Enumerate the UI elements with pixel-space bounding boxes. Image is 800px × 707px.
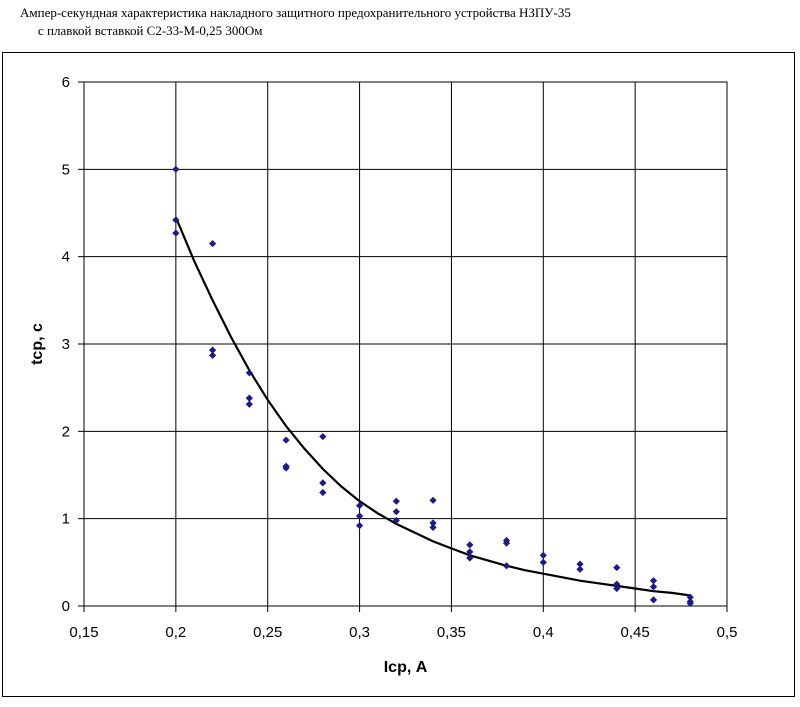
data-points: [172, 165, 694, 607]
data-point: [502, 539, 511, 547]
x-tick-label: 0,4: [533, 624, 554, 641]
y-axis-label: tср, с: [29, 323, 46, 365]
y-tick-label: 3: [62, 336, 70, 353]
x-tick-label: 0,5: [717, 624, 738, 641]
data-point: [282, 436, 290, 444]
data-point: [429, 519, 437, 527]
data-point: [355, 512, 364, 520]
data-point: [245, 394, 253, 402]
data-point: [355, 501, 364, 510]
x-axis-ticks: 0,15 0,2 0,25 0,3 0,35 0,4 0,45 0,5: [69, 606, 737, 641]
grid-lines: [84, 82, 727, 606]
x-tick-label: 0,45: [621, 624, 650, 641]
data-point: [209, 239, 217, 248]
data-point: [245, 369, 253, 377]
data-point: [172, 165, 180, 173]
data-point: [613, 584, 621, 593]
x-tick-label: 0,3: [349, 624, 370, 641]
y-tick-label: 4: [62, 249, 70, 266]
x-tick-label: 0,2: [165, 624, 186, 641]
data-point: [392, 497, 400, 505]
data-point: [245, 400, 253, 408]
data-point: [576, 565, 584, 573]
data-point: [649, 596, 658, 604]
x-axis-label: Iср, А: [384, 659, 428, 676]
data-point: [613, 580, 621, 588]
data-point: [466, 554, 474, 562]
data-point: [172, 229, 180, 237]
data-point: [649, 577, 658, 585]
data-point: [392, 516, 400, 525]
chart-frame: [2, 52, 795, 697]
data-point: [613, 563, 621, 572]
data-point: [539, 558, 547, 566]
data-point: [466, 548, 474, 556]
data-point: [209, 346, 217, 354]
chart-title-line2: с плавкой вставкой С2-33-М-0,25 300Ом: [38, 23, 263, 38]
data-point: [392, 508, 400, 516]
data-point: [576, 560, 584, 568]
chart-title-line1: Ампер-секундная характеристика накладног…: [20, 5, 571, 20]
data-point: [319, 432, 327, 441]
y-tick-label: 0: [62, 598, 70, 615]
data-point: [539, 551, 547, 559]
y-tick-label: 1: [62, 511, 70, 528]
trend-line: [174, 216, 691, 597]
x-tick-label: 0,25: [253, 624, 282, 641]
y-tick-label: 5: [62, 161, 70, 178]
y-axis-ticks: 0 1 2 3 4 5 6: [62, 74, 84, 615]
y-tick-label: 2: [62, 423, 70, 440]
data-point: [355, 522, 364, 530]
data-point: [466, 541, 474, 549]
data-point: [319, 479, 327, 487]
x-tick-label: 0,35: [437, 624, 466, 641]
data-point: [172, 216, 180, 224]
y-tick-label: 6: [62, 74, 70, 91]
data-point: [282, 464, 290, 472]
data-point: [502, 562, 511, 570]
data-point: [209, 351, 217, 359]
data-point: [649, 583, 658, 591]
chart-title: Ампер-секундная характеристика накладног…: [20, 4, 780, 40]
data-point: [319, 488, 327, 497]
data-point: [429, 523, 437, 531]
data-point: [429, 496, 437, 504]
data-point: [686, 593, 694, 601]
data-point: [686, 599, 694, 607]
x-tick-label: 0,15: [69, 624, 98, 641]
